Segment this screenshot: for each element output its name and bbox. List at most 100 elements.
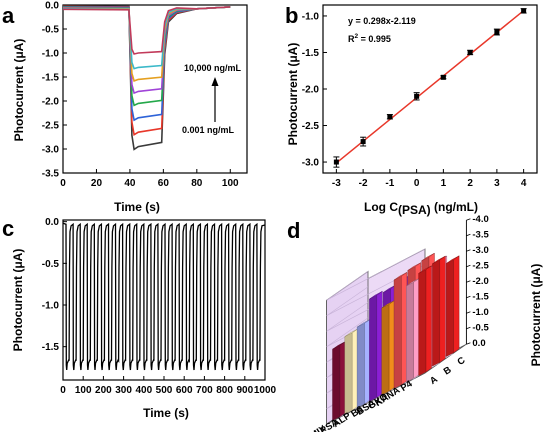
panel-d-bar-side: [381, 303, 390, 396]
panel-a-xtick-label: 100: [222, 178, 239, 189]
panel-d-bar-top: [332, 341, 346, 350]
panel-d-ztick-label: -2.5: [472, 261, 489, 272]
panel-d-bar-front: [425, 265, 432, 373]
panel-d-bar-top: [369, 291, 383, 300]
panel-d-ztick-label: -0.5: [472, 323, 489, 334]
panel-c-xtick-label: 800: [216, 385, 233, 396]
panel-c-xtick-label: 700: [196, 385, 213, 396]
panel-b-equation: y = 0.298x-2.119: [348, 16, 416, 26]
panel-d-bar-side: [406, 281, 414, 383]
panel-b-fit-line: [334, 8, 526, 165]
panel-b-point: [333, 159, 339, 165]
panel-d-group-label: B: [442, 364, 454, 377]
panel-b-ytick-label: -2.5: [302, 121, 320, 132]
panel-b-xlabel: Log C(PSA) (ng/mL): [364, 200, 478, 217]
panel-d-ztick-label: -3.0: [472, 245, 488, 256]
panel-d-bar-front: [352, 328, 358, 411]
panel-b-ytick-label: -2.0: [302, 85, 320, 96]
panel-d-bar-front: [388, 300, 395, 392]
panel-d-ztick: [466, 342, 471, 345]
panel-d-ztick: [466, 295, 471, 299]
panel-d-ztick-label: -1.0: [472, 307, 488, 318]
panel-a-ylabel: Photocurrent (μA): [12, 39, 26, 142]
panel-d-ztick: [466, 233, 471, 237]
panel-a-series-line: [62, 6, 231, 70]
panel-c-frame: [62, 219, 266, 381]
panel-b-xtick-label: -1: [385, 178, 394, 189]
panel-d-ztick-label: 0.0: [472, 338, 485, 349]
panel-d-zlabel: Photocurrent (μA): [529, 264, 543, 367]
panel-d-bar-front: [376, 290, 383, 398]
panel-d-ztick: [466, 218, 471, 221]
panel-d-bar: [418, 265, 432, 377]
panel-label-c: c: [2, 216, 14, 241]
panel-d-bar-top: [406, 278, 420, 287]
panel-b-ytick-label: -1.5: [302, 48, 320, 59]
panel-d-ztick-label: -3.5: [472, 230, 489, 241]
panel-d-bar: [344, 328, 358, 415]
panel-a-ytick-label: 0.0: [45, 1, 59, 12]
panel-b-point: [360, 139, 366, 145]
panel-a-ytick-label: -2.5: [42, 121, 60, 132]
panel-d-bar: [393, 271, 408, 389]
panel-d-bar-front: [439, 255, 446, 363]
panel-c-ytick-label: -1.5: [42, 342, 60, 353]
panel-a-frame: [62, 4, 248, 174]
panel-d-plot: 0.0-0.5-1.0-1.5-2.0-2.5-3.0-3.5-4.0P4KAN…: [308, 214, 489, 432]
panel-b-xtick-label: 1: [441, 178, 447, 189]
panel-d-ztick: [466, 249, 471, 252]
panel-d-bar-top: [432, 255, 446, 264]
panel-a-xtick-label: 20: [91, 178, 103, 189]
panel-d-bar-side: [344, 332, 353, 415]
panel-b-xtick-label: 4: [521, 178, 527, 189]
panel-d-bar-top: [344, 328, 358, 337]
panel-d-bar-top: [356, 319, 371, 328]
panel-d-bar: [332, 341, 346, 421]
panel-d-group-label: A: [428, 374, 440, 387]
panel-d-bar: [369, 290, 383, 402]
panel-c-xtick-label: 200: [95, 385, 112, 396]
panel-a-ytick-label: -1.5: [42, 73, 60, 84]
panel-a-xtick-label: 0: [60, 178, 66, 189]
panel-label-b: b: [285, 3, 298, 28]
panel-d-bar-side: [332, 345, 341, 421]
panel-c-xtick-label: 400: [135, 385, 152, 396]
panel-d-ztick-label: -4.0: [472, 214, 488, 225]
panel-a-ytick-label: -3.5: [42, 169, 60, 180]
panel-c-series-line: [62, 222, 266, 371]
panel-d-ztick: [466, 311, 471, 314]
panel-a-xtick-label: 40: [124, 178, 136, 189]
panel-a-annotation-top: 10,000 ng/mL: [184, 63, 242, 73]
panel-b-ytick-label: -1.0: [302, 11, 320, 22]
panel-c-xtick-label: 100: [75, 385, 92, 396]
panel-d-bar-side: [446, 259, 454, 357]
panel-d-bar-top: [418, 265, 432, 274]
panel-b-plot: -3 -2 -1 0 1 2 3 4 -1.0 -1.5 -2.0 -2.5 -3.0: [302, 4, 538, 189]
panel-d-bar-top: [446, 255, 460, 264]
panel-d-bar-front: [453, 255, 460, 354]
panel-c-xlabel: Time (s): [143, 406, 189, 420]
panel-a-ytick-label: -1.0: [42, 49, 60, 60]
panel-b-ytick-label: -3.0: [302, 158, 320, 169]
panel-d-bar: [381, 300, 395, 396]
panel-d-ztick-label: -2.0: [472, 276, 488, 287]
panel-b-xtick-label: -3: [332, 178, 341, 189]
panel-d-bar: [406, 277, 420, 383]
panel-a-ytick-label: -3.0: [42, 145, 60, 156]
panel-b-xtick-label: 0: [414, 178, 420, 189]
panel-d-gridline: [326, 264, 426, 316]
panel-b-ylabel: Photocurrent (μA): [286, 43, 300, 146]
panel-d-bar-side: [356, 322, 365, 409]
panel-a-plot: 0 20 40 60 80 100 0.0 -0.5 -1.0 -1.5 -2.0 -2.5 -3.0 -…: [42, 1, 248, 189]
panel-a-series-line: [62, 6, 231, 95]
panel-d-bar-top: [421, 252, 435, 261]
panel-b-point: [440, 74, 446, 80]
panel-d-bar: [432, 255, 446, 367]
panel-d-bar-front: [401, 271, 408, 386]
panel-d-group-label: C: [456, 355, 468, 368]
panel-d-ztick: [466, 326, 471, 330]
panel-c-xtick-label: 0: [60, 385, 66, 396]
panel-a-ytick-label: -0.5: [42, 25, 60, 36]
panel-c-xtick-label: 1000: [254, 385, 277, 396]
